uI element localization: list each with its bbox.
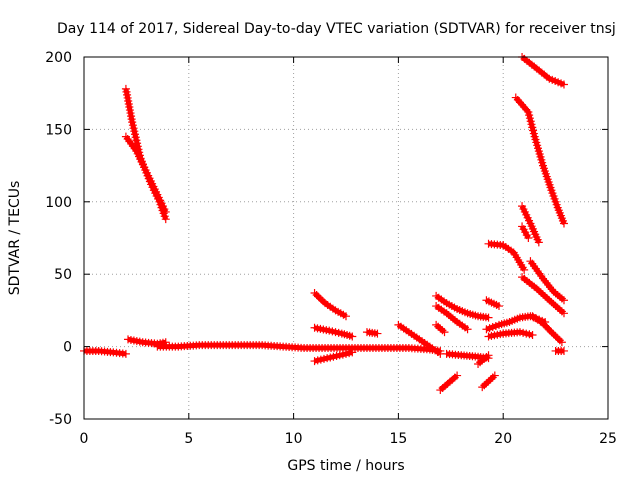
y-tick-label: 50 bbox=[54, 267, 72, 283]
data-track bbox=[432, 320, 449, 337]
data-track bbox=[518, 222, 533, 242]
track-markers bbox=[310, 323, 357, 341]
track-markers bbox=[394, 320, 445, 358]
x-tick-label: 15 bbox=[389, 431, 407, 447]
track-markers bbox=[436, 371, 462, 395]
y-tick-label: 200 bbox=[45, 50, 72, 66]
track-markers bbox=[153, 341, 445, 355]
track-markers bbox=[121, 132, 170, 216]
data-track bbox=[362, 328, 382, 338]
x-tick-label: 20 bbox=[494, 431, 512, 447]
data-track bbox=[511, 93, 568, 228]
data-track bbox=[518, 202, 543, 247]
track-markers bbox=[80, 346, 130, 358]
x-tick-label: 10 bbox=[285, 431, 303, 447]
track-markers bbox=[310, 348, 357, 366]
data-track bbox=[153, 341, 445, 355]
y-axis-label: SDTVAR / TECUs bbox=[7, 181, 23, 296]
data-track bbox=[310, 323, 357, 341]
y-tick-label: 150 bbox=[45, 122, 72, 138]
data-track bbox=[310, 348, 357, 366]
track-markers bbox=[551, 346, 568, 355]
y-tick-label: 0 bbox=[63, 340, 72, 356]
x-tick-label: 25 bbox=[599, 431, 617, 447]
data-track bbox=[474, 351, 493, 368]
data-track bbox=[482, 296, 504, 311]
track-markers bbox=[474, 351, 493, 368]
data-track bbox=[394, 320, 445, 358]
x-tick-label: 0 bbox=[80, 431, 89, 447]
axis-ticks: 0 5 10 15 20 25 -50 0 50 100 150 200 bbox=[45, 50, 617, 447]
data-track bbox=[436, 371, 462, 395]
track-markers bbox=[478, 371, 499, 392]
data-track bbox=[518, 53, 568, 89]
track-markers bbox=[482, 296, 504, 311]
track-markers bbox=[528, 312, 566, 347]
data-track bbox=[518, 273, 568, 318]
chart-title: Day 114 of 2017, Sidereal Day-to-day VTE… bbox=[57, 21, 616, 37]
data-track bbox=[528, 312, 566, 347]
data-track bbox=[499, 241, 529, 274]
x-tick-label: 5 bbox=[184, 431, 193, 447]
data-track bbox=[310, 289, 350, 321]
data-tracks bbox=[80, 53, 568, 395]
plot-frame bbox=[83, 56, 609, 420]
data-track bbox=[526, 257, 568, 305]
track-markers bbox=[518, 222, 533, 242]
track-markers bbox=[526, 257, 568, 305]
track-markers bbox=[511, 93, 568, 228]
track-markers bbox=[310, 289, 350, 321]
x-axis-label: GPS time / hours bbox=[287, 458, 404, 474]
data-track bbox=[551, 346, 568, 355]
y-tick-label: -50 bbox=[49, 412, 72, 428]
data-track bbox=[478, 371, 499, 392]
data-track bbox=[80, 346, 130, 358]
grid-lines bbox=[84, 57, 608, 419]
y-tick-label: 100 bbox=[45, 195, 72, 211]
track-markers bbox=[362, 328, 382, 338]
track-markers bbox=[432, 302, 472, 334]
track-markers bbox=[432, 291, 493, 322]
track-markers bbox=[518, 273, 568, 318]
data-track bbox=[121, 132, 170, 216]
data-track bbox=[484, 328, 537, 341]
track-markers bbox=[499, 241, 529, 274]
data-track bbox=[432, 291, 493, 322]
data-track bbox=[432, 302, 472, 334]
track-markers bbox=[484, 328, 537, 341]
track-markers bbox=[432, 320, 449, 337]
track-markers bbox=[518, 202, 543, 247]
